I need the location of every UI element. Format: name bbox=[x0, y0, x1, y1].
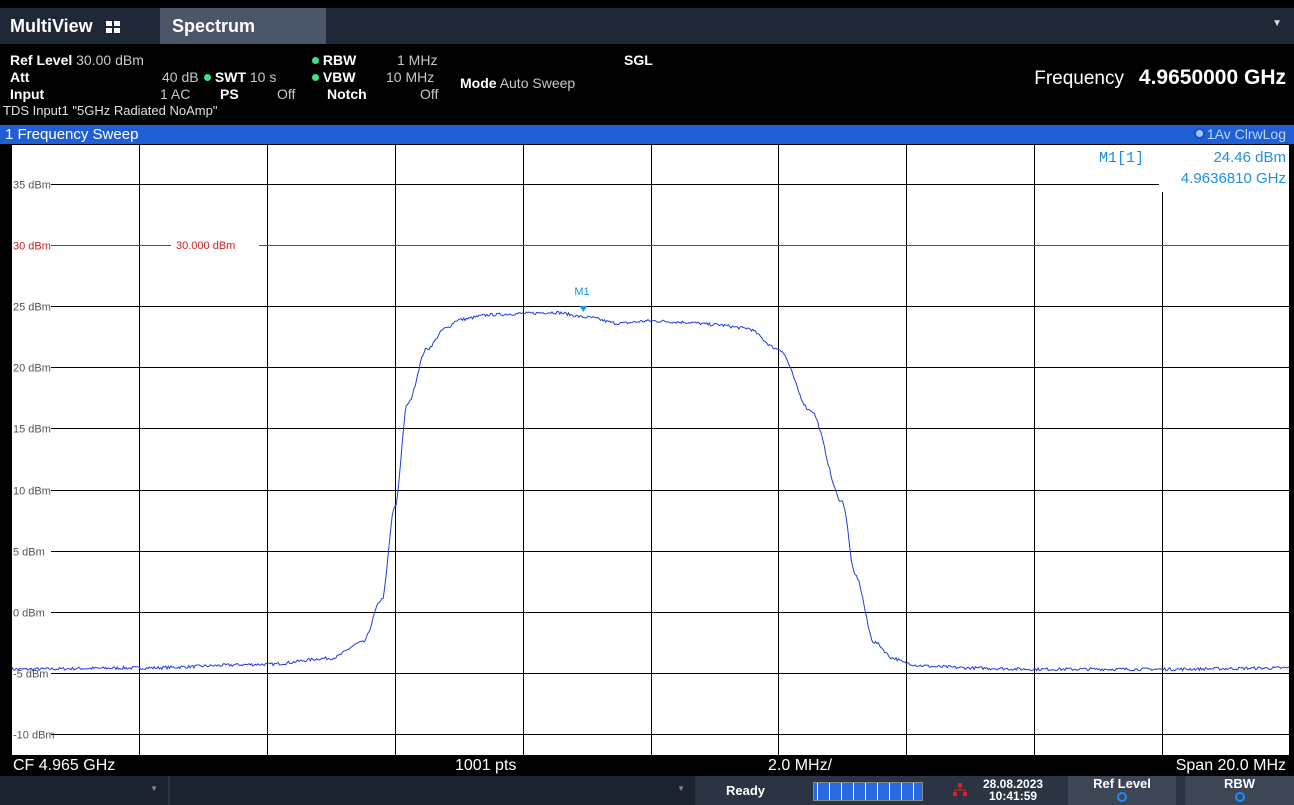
status-dot-icon bbox=[312, 57, 319, 64]
limit-line-label-bg bbox=[171, 238, 259, 251]
time-label: 10:41:59 bbox=[989, 789, 1038, 803]
network-icon bbox=[952, 782, 968, 798]
status-segment-message[interactable]: ▼ bbox=[170, 776, 695, 805]
swt-value: 10 s bbox=[249, 69, 277, 85]
vbw-value: 10 MHz bbox=[386, 69, 435, 85]
limit-line-label: 30.000 dBm bbox=[176, 240, 235, 252]
y-tick-label: 5 dBm bbox=[13, 547, 45, 559]
grid-icon bbox=[105, 21, 120, 33]
progress-bar bbox=[813, 782, 923, 801]
ps-label: PS bbox=[220, 86, 239, 102]
spectrum-plot[interactable]: 35 dBm 30 dBm 25 dBm 20 dBm 15 dBm 10 dBm 5 dB… bbox=[11, 144, 1290, 756]
tab-spectrum-label: Spectrum bbox=[172, 16, 256, 36]
ref-level-label: Ref Level bbox=[10, 52, 73, 68]
button-indicator-icon bbox=[1117, 792, 1127, 802]
marker-readout-label: M1[1] bbox=[1099, 150, 1144, 167]
sgl-indicator: SGL bbox=[624, 52, 653, 68]
input-value[interactable]: 1 AC bbox=[160, 86, 191, 102]
trace-info[interactable]: 1Av ClrwLog bbox=[1193, 125, 1286, 144]
settings-panel: Ref Level 30.00 dBm Att 40 dB Input 1 AC… bbox=[0, 44, 1294, 124]
mode-label: Mode bbox=[460, 75, 497, 91]
input-label: Input bbox=[10, 86, 45, 102]
button-indicator-icon bbox=[1234, 792, 1245, 802]
y-tick-label: 35 dBm bbox=[13, 180, 51, 192]
ref-level-row[interactable]: Ref Level 30.00 dBm bbox=[10, 52, 144, 68]
rbw-button-label: RBW bbox=[1223, 776, 1256, 791]
swt-row[interactable]: SWT 10 s bbox=[204, 69, 276, 85]
vbw-label: VBW bbox=[322, 69, 356, 85]
mode-row[interactable]: Mode Auto Sweep bbox=[460, 75, 575, 91]
rbw-value: 1 MHz bbox=[397, 52, 438, 68]
ready-status: Ready bbox=[726, 783, 766, 798]
marker-readout-bg bbox=[1159, 144, 1290, 192]
frequency-value[interactable]: 4.9650000 GHz bbox=[1138, 66, 1286, 89]
marker-label: M1 bbox=[574, 286, 589, 298]
y-tick-label: 15 dBm bbox=[13, 424, 51, 436]
center-frequency: CF 4.965 GHz bbox=[13, 757, 116, 774]
status-segment-left[interactable]: ▼ bbox=[0, 776, 168, 805]
mode-value: Auto Sweep bbox=[499, 75, 576, 91]
diagram-title-bar: 1 Frequency Sweep 1Av ClrwLog bbox=[0, 125, 1294, 144]
sweep-points: 1001 pts bbox=[455, 757, 517, 774]
rbw-row[interactable]: RBW bbox=[312, 52, 356, 68]
tab-multiview-label: MultiView bbox=[10, 16, 93, 36]
trace-1 bbox=[11, 310, 1290, 672]
y-tick-label: -5 dBm bbox=[13, 669, 48, 681]
status-bar: ▼ ▼ Ready 28.08.2023 10:41:59 Ref Level … bbox=[0, 776, 1294, 805]
ref-level-button-label: Ref Level bbox=[1093, 776, 1151, 791]
chevron-down-icon[interactable]: ▼ bbox=[150, 784, 158, 793]
rbw-label: RBW bbox=[322, 52, 357, 68]
y-tick-label: 0 dBm bbox=[13, 608, 45, 620]
y-tick-label: 20 dBm bbox=[13, 363, 51, 375]
diagram-title: 1 Frequency Sweep bbox=[5, 126, 139, 143]
tab-multiview[interactable]: MultiView bbox=[0, 8, 157, 44]
sweep-info-bar: CF 4.965 GHz 1001 pts 2.0 MHz/ Span 20.0… bbox=[10, 756, 1290, 776]
notch-label: Notch bbox=[327, 86, 367, 102]
chevron-down-icon[interactable]: ▼ bbox=[1272, 18, 1282, 29]
status-dot-icon bbox=[204, 74, 211, 81]
trace-indicator-icon bbox=[1193, 128, 1205, 139]
tds-input-label: TDS Input1 "5GHz Radiated NoAmp" bbox=[3, 103, 218, 118]
y-tick-label: 10 dBm bbox=[13, 486, 51, 498]
swt-label: SWT bbox=[214, 69, 246, 85]
ref-level-value: 30.00 dBm bbox=[76, 52, 144, 68]
rbw-button[interactable]: RBW bbox=[1185, 776, 1294, 805]
y-tick-label: 25 dBm bbox=[13, 302, 51, 314]
marker-triangle-icon bbox=[579, 305, 588, 312]
att-label: Att bbox=[10, 69, 30, 85]
vbw-row[interactable]: VBW bbox=[312, 69, 356, 85]
chevron-down-icon[interactable]: ▼ bbox=[677, 784, 685, 793]
span-value: Span 20.0 MHz bbox=[1175, 757, 1286, 774]
ref-level-button[interactable]: Ref Level bbox=[1068, 776, 1176, 805]
plot-border bbox=[11, 144, 1290, 756]
trace-info-label: 1Av ClrwLog bbox=[1206, 126, 1286, 142]
datetime: 28.08.2023 10:41:59 bbox=[983, 778, 1043, 802]
marker-readout-frequency: 4.9636810 GHz bbox=[1181, 170, 1286, 187]
division-width: 2.0 MHz/ bbox=[768, 757, 833, 774]
ps-value[interactable]: Off bbox=[277, 86, 296, 102]
status-dot-icon bbox=[312, 74, 319, 81]
y-tick-label: -10 dBm bbox=[13, 730, 55, 742]
frequency-label: Frequency bbox=[1034, 68, 1124, 89]
notch-value[interactable]: Off bbox=[420, 86, 439, 102]
tab-spectrum[interactable]: Spectrum bbox=[160, 8, 326, 44]
y-tick-label: 30 dBm bbox=[13, 241, 51, 253]
att-value[interactable]: 40 dB bbox=[162, 69, 199, 85]
marker-readout-level: 24.46 dBm bbox=[1213, 149, 1286, 166]
spectrum-chart[interactable]: 35 dBm 30 dBm 25 dBm 20 dBm 15 dBm 10 dBm 5 dB… bbox=[11, 144, 1290, 756]
date-label: 28.08.2023 bbox=[983, 777, 1044, 791]
tab-bar: MultiView Spectrum ▼ bbox=[0, 8, 1294, 44]
